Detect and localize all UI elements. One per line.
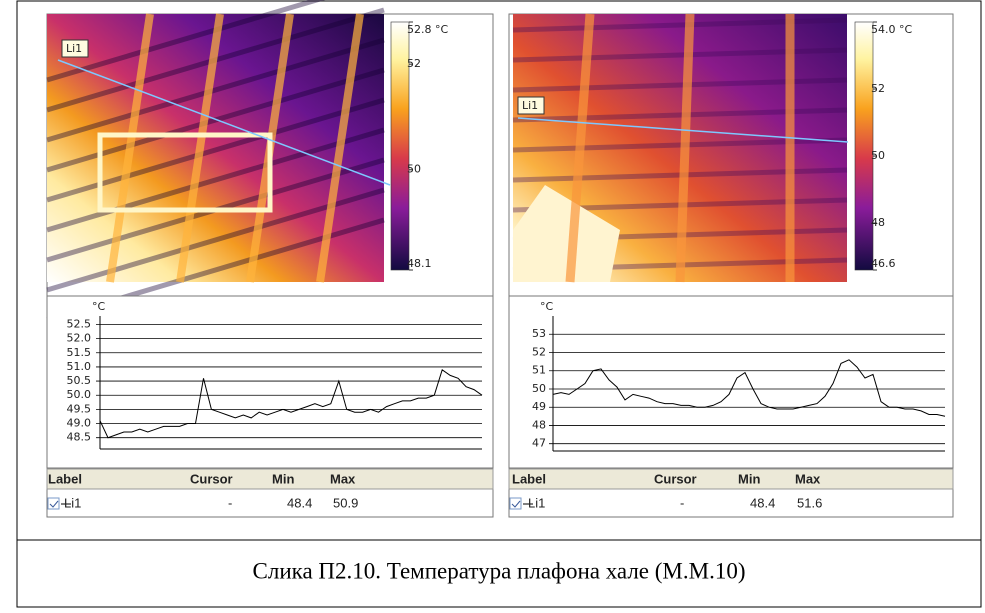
profile-line-overlay	[517, 117, 849, 143]
image-stripe	[46, 97, 385, 203]
table-cell: 51.6	[797, 495, 822, 510]
y-tick-label: 50.5	[67, 374, 92, 387]
table-header: Min	[738, 471, 760, 486]
y-tick-label: 52.5	[67, 317, 92, 330]
image-stripe	[46, 37, 385, 143]
profile-curve	[552, 359, 946, 417]
y-tick-label: 49	[532, 400, 546, 413]
image-beam	[176, 13, 224, 283]
table-header-bg	[46, 468, 494, 490]
colorbar-label: 48.1	[407, 257, 432, 270]
table-header: Max	[795, 471, 821, 486]
y-tick-label: 51	[532, 364, 546, 377]
table-header-bg	[508, 468, 954, 490]
colorbar-label: 46.6	[871, 257, 896, 270]
profile-curve	[99, 368, 483, 439]
colorbar-label: 50	[871, 149, 885, 162]
table-cell: 50.9	[333, 495, 358, 510]
y-tick-label: 51.5	[67, 346, 92, 359]
y-tick-label: 52	[532, 345, 546, 358]
table-header: Label	[512, 471, 546, 486]
y-tick-label: 49.5	[67, 402, 92, 415]
colorbar-label: 54.0 °C	[871, 23, 912, 36]
line-label-box	[517, 96, 545, 115]
table-cell: 48.4	[287, 495, 312, 510]
line-label: Li1	[522, 99, 538, 112]
table-header: Min	[272, 471, 294, 486]
outer-border	[16, 0, 982, 608]
y-tick-label: 51.0	[67, 360, 92, 373]
image-beam	[675, 13, 695, 283]
y-tick-label: 48.5	[67, 431, 92, 444]
y-tick-label: 47	[532, 437, 546, 450]
image-wedge	[513, 185, 620, 282]
colorbar-label: 52.8 °C	[407, 23, 448, 36]
colorbar-label: 48	[871, 216, 885, 229]
checkbox	[47, 497, 60, 510]
image-beam	[565, 13, 595, 283]
y-axis-unit: °C	[92, 300, 106, 313]
image-beam	[316, 13, 364, 283]
table-cell: Li1	[528, 495, 545, 510]
table-cell: Li1	[64, 495, 81, 510]
colorbar-label: 52	[871, 82, 885, 95]
checkmark	[511, 500, 521, 508]
y-tick-label: 52.0	[67, 332, 92, 345]
y-tick-label: 49.0	[67, 417, 92, 430]
profile-line-overlay	[57, 59, 391, 186]
colorbar	[854, 21, 874, 271]
table-header: Cursor	[190, 471, 233, 486]
colorbar	[390, 21, 410, 271]
y-tick-label: 50	[532, 382, 546, 395]
table-cell: 48.4	[750, 495, 775, 510]
image-beam	[106, 13, 154, 283]
y-tick-label: 50.0	[67, 388, 92, 401]
table-cell: -	[680, 495, 684, 510]
checkmark	[49, 500, 59, 508]
image-frame	[97, 132, 273, 213]
line-label: Li1	[66, 42, 82, 55]
table-header: Label	[48, 471, 82, 486]
table-header: Cursor	[654, 471, 697, 486]
caption: Слика П2.10. Температура плафона хале (М…	[253, 558, 746, 583]
y-tick-label: 48	[532, 418, 546, 431]
y-axis-unit: °C	[540, 300, 554, 313]
image-stripe	[46, 127, 385, 233]
colorbar-label: 50	[407, 163, 421, 176]
table-header: Max	[330, 471, 356, 486]
chart-box	[508, 295, 954, 469]
y-tick-label: 53	[532, 327, 546, 340]
table-cell: -	[228, 495, 232, 510]
line-label-box	[61, 39, 89, 58]
chart-box	[46, 295, 494, 469]
colorbar-label: 52	[407, 57, 421, 70]
checkbox	[509, 497, 522, 510]
